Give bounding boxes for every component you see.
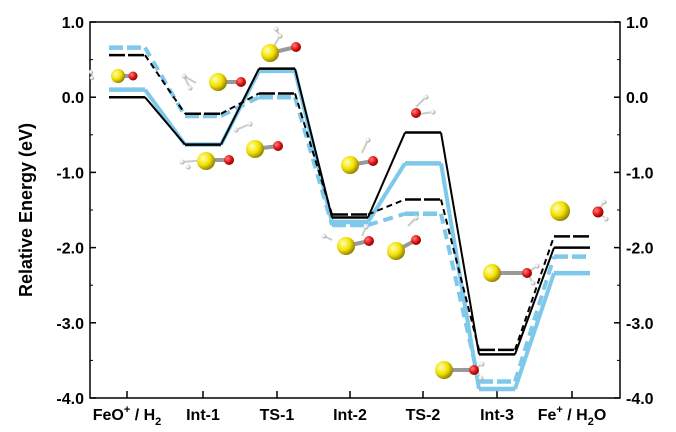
- x-category-label: TS-1: [260, 407, 295, 424]
- molecule-ts2-b: [387, 215, 421, 260]
- y-tick-label-left: -2.0: [56, 241, 84, 258]
- series-connector: [293, 96, 334, 226]
- series-connector: [439, 213, 481, 382]
- y-tick-label-left: 0.0: [62, 90, 84, 107]
- y-tick-label-right: -4.0: [626, 391, 654, 408]
- molecule-int1-b: [179, 152, 234, 170]
- y-tick-label-right: -2.0: [626, 241, 654, 258]
- y-axis-left: 1.0 0.0 -1.0 -2.0 -3.0 -4.0: [56, 15, 96, 408]
- series-connector: [439, 163, 481, 390]
- y-tick-label-right: 0.0: [626, 90, 648, 107]
- y-axis-title: Relative Energy (eV): [16, 123, 36, 297]
- molecule-feo-h2: [88, 69, 138, 83]
- molecule-int3-b: [435, 361, 485, 381]
- series-connector: [367, 132, 406, 218]
- series-connector: [367, 211, 406, 227]
- series-connector: [514, 247, 555, 355]
- x-category-label: Fe+ / H2O: [538, 404, 607, 428]
- molecule-illustrations: [88, 26, 609, 381]
- series-connector: [513, 272, 556, 390]
- y-axis-right: 1.0 0.0 -1.0 -2.0 -3.0 -4.0: [614, 15, 654, 408]
- y-tick-label-left: 1.0: [62, 15, 84, 32]
- plot-frame: [89, 21, 621, 399]
- series-connector: [367, 198, 406, 216]
- x-axis-categories: FeO+ / H2 Int-1 TS-1 Int-2 TS-2 Int-3 Fe+ / H2…: [93, 391, 607, 428]
- series-3: [109, 45, 590, 384]
- x-category-label: Int-1: [186, 407, 220, 424]
- series-connector: [513, 256, 556, 383]
- y-tick-label-left: -3.0: [56, 316, 84, 333]
- molecule-ts1-a: [261, 26, 301, 62]
- y-tick-label-right: 1.0: [626, 15, 648, 32]
- series-connector: [366, 162, 407, 224]
- molecule-int2-a: [341, 137, 378, 174]
- series-connector: [144, 96, 186, 146]
- y-tick-label-left: -4.0: [56, 391, 84, 408]
- series-connector: [144, 54, 186, 115]
- series-connector: [220, 92, 260, 115]
- molecule-int2-b: [321, 224, 374, 255]
- molecule-int3-a: [483, 263, 540, 286]
- series-connector: [440, 199, 480, 351]
- series-layer: [109, 45, 590, 392]
- y-tick-label-right: -1.0: [626, 165, 654, 182]
- x-category-label: TS-2: [406, 407, 441, 424]
- series-connector: [514, 235, 555, 351]
- x-category-label: FeO+ / H2: [93, 404, 162, 428]
- series-connector: [294, 68, 333, 218]
- y-tick-label-right: -3.0: [626, 316, 654, 333]
- molecule-fe-h2o: [550, 199, 609, 222]
- molecule-ts2-a: [411, 94, 436, 118]
- series-1: [109, 53, 590, 352]
- molecule-ts1-b: [233, 121, 283, 158]
- series-connector: [294, 93, 333, 215]
- series-connector: [440, 132, 480, 355]
- molecule-int1-a: [181, 73, 246, 91]
- y-tick-label-left: -1.0: [56, 165, 84, 182]
- x-category-label: Int-3: [480, 407, 514, 424]
- series-connector: [220, 68, 260, 146]
- series-2: [109, 68, 590, 392]
- x-category-label: Int-2: [333, 407, 367, 424]
- series-connector: [143, 46, 187, 118]
